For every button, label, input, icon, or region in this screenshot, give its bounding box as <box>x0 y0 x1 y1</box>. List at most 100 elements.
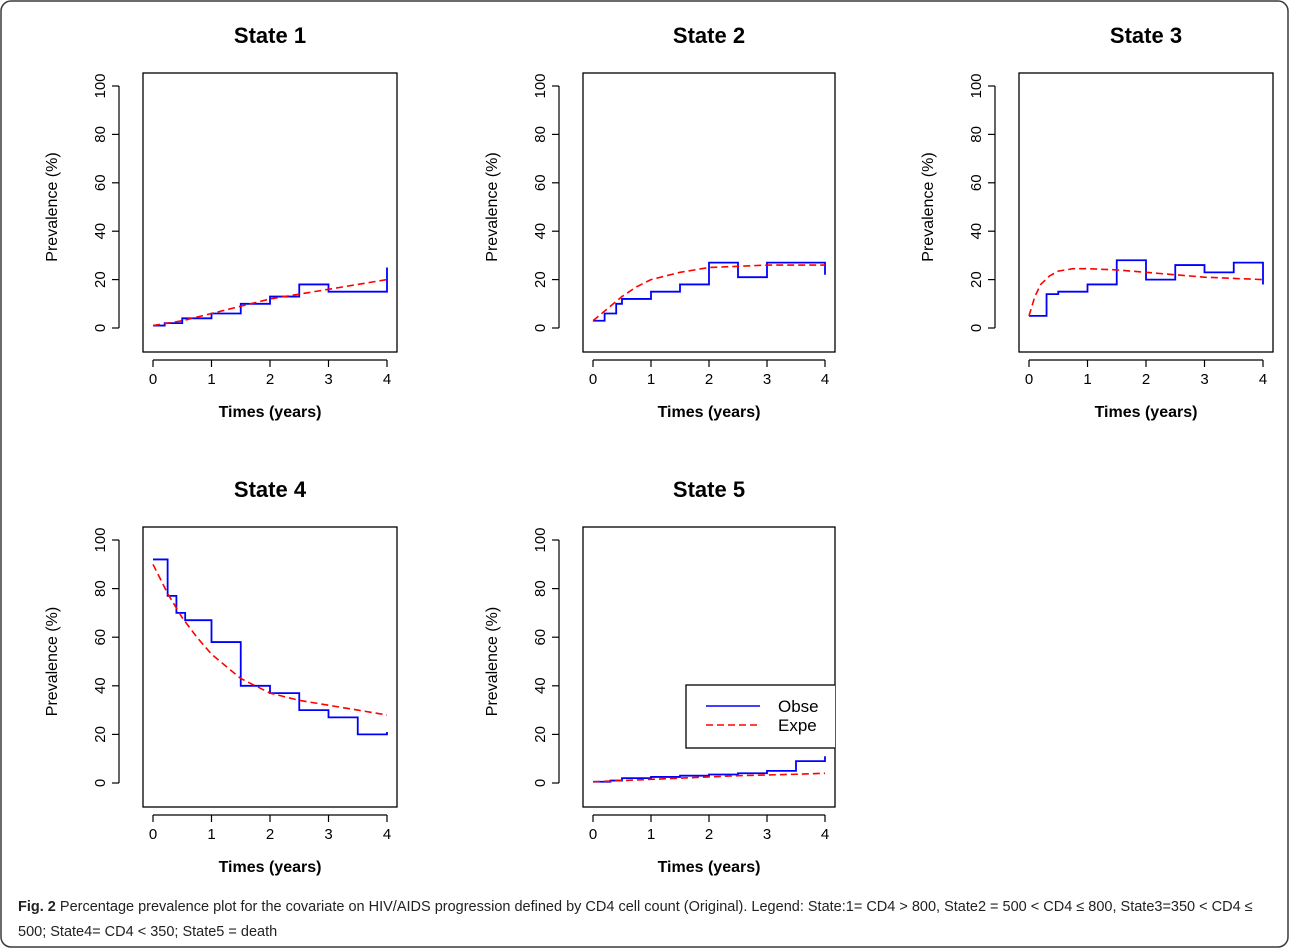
x-tick-label: 0 <box>1025 371 1033 388</box>
plot-frame <box>582 526 836 808</box>
series-group <box>1028 259 1264 317</box>
y-tick-label: 60 <box>92 629 109 646</box>
x-tick-label: 2 <box>705 371 713 388</box>
y-tick-label: 40 <box>92 677 109 694</box>
y-tick-label: 100 <box>532 73 549 98</box>
y-tick-label: 20 <box>532 726 549 743</box>
observed-line <box>153 558 388 736</box>
y-tick-label: 60 <box>968 174 985 191</box>
figure-caption-text: Percentage prevalence plot for the covar… <box>18 899 1253 940</box>
x-tick-label: 3 <box>1200 371 1208 388</box>
chart-panel-1: State 1 0 1 2 3 4 Times (years) 0 20 40 60 80 100 Pre… <box>44 23 398 421</box>
y-axis-label: Prevalence (%) <box>920 152 937 261</box>
x-axis-label: Times (years) <box>219 859 322 876</box>
x-tick-label: 3 <box>324 826 332 843</box>
y-axis-label: Prevalence (%) <box>44 607 61 716</box>
x-tick-label: 3 <box>763 371 771 388</box>
legend-entry-label: Expe <box>778 716 817 735</box>
legend-box <box>685 684 835 749</box>
y-tick-label: 60 <box>532 174 549 191</box>
x-tick-label: 4 <box>821 826 829 843</box>
x-tick-label: 1 <box>207 826 215 843</box>
x-tick-label: 1 <box>1083 371 1091 388</box>
x-tick-label: 4 <box>383 371 391 388</box>
y-tick-label: 100 <box>92 73 109 98</box>
y-axis-label: Prevalence (%) <box>44 152 61 261</box>
y-tick-label: 100 <box>532 527 549 552</box>
y-tick-label: 40 <box>968 223 985 240</box>
series-group <box>592 756 826 783</box>
x-axis-label: Times (years) <box>658 404 761 421</box>
y-tick-label: 80 <box>92 126 109 143</box>
y-tick-label: 80 <box>532 126 549 143</box>
y-tick-label: 40 <box>532 223 549 240</box>
x-tick-label: 1 <box>647 371 655 388</box>
x-tick-label: 3 <box>763 826 771 843</box>
x-tick-label: 2 <box>705 826 713 843</box>
x-tick-label: 0 <box>149 826 157 843</box>
x-tick-label: 0 <box>149 371 157 388</box>
x-tick-label: 2 <box>266 371 274 388</box>
plot-frame <box>582 72 836 353</box>
chart-title: State 4 <box>234 477 307 502</box>
observed-line <box>593 756 826 783</box>
expected-line <box>1028 267 1264 317</box>
observed-line <box>1029 259 1264 317</box>
y-tick-label: 0 <box>968 324 985 332</box>
y-tick-label: 20 <box>532 271 549 288</box>
y-tick-label: 0 <box>92 779 109 787</box>
y-tick-label: 20 <box>968 271 985 288</box>
x-axis-label: Times (years) <box>219 404 322 421</box>
x-tick-label: 1 <box>207 371 215 388</box>
y-tick-label: 100 <box>968 73 985 98</box>
x-axis-label: Times (years) <box>1095 404 1198 421</box>
y-tick-label: 40 <box>532 677 549 694</box>
y-tick-label: 0 <box>92 324 109 332</box>
chart-title: State 1 <box>234 23 306 48</box>
figure-label: Fig. 2 <box>18 899 56 915</box>
y-tick-label: 20 <box>92 271 109 288</box>
chart-panel-3: State 3 0 1 2 3 4 Times (years) 0 20 40 60 80 100 Pre… <box>920 23 1274 421</box>
chart-title: State 3 <box>1110 23 1182 48</box>
y-axis-label: Prevalence (%) <box>484 607 501 716</box>
expected-line <box>592 264 825 322</box>
x-tick-label: 4 <box>821 371 829 388</box>
legend-entry-label: Obse <box>778 697 819 716</box>
y-axis-label: Prevalence (%) <box>484 152 501 261</box>
y-tick-label: 0 <box>532 779 549 787</box>
plot-frame <box>142 72 398 353</box>
chart-panel-2: State 2 0 1 2 3 4 Times (years) 0 20 40 60 80 100 Pre… <box>484 23 836 421</box>
expected-line <box>152 563 388 716</box>
x-tick-label: 1 <box>647 826 655 843</box>
x-tick-label: 3 <box>324 371 332 388</box>
chart-panel-5: State 5 0 1 2 3 4 Times (years) 0 20 40 60 80 100 Pre… <box>484 477 836 876</box>
series-group <box>152 558 388 736</box>
x-tick-label: 2 <box>1142 371 1150 388</box>
expected-line <box>152 278 388 327</box>
x-tick-label: 0 <box>589 826 597 843</box>
x-tick-label: 4 <box>1259 371 1267 388</box>
y-tick-label: 20 <box>92 726 109 743</box>
x-tick-label: 0 <box>589 371 597 388</box>
observed-line <box>153 267 388 327</box>
y-tick-label: 60 <box>92 174 109 191</box>
y-tick-label: 60 <box>532 629 549 646</box>
y-tick-label: 80 <box>92 580 109 597</box>
figure-caption: Fig. 2 Percentage prevalence plot for th… <box>18 895 1280 945</box>
x-tick-label: 4 <box>383 826 391 843</box>
plot-frame <box>1018 72 1274 353</box>
chart-title: State 2 <box>673 23 745 48</box>
series-group <box>152 267 388 327</box>
series-group <box>592 261 826 322</box>
y-tick-label: 0 <box>532 324 549 332</box>
y-tick-label: 40 <box>92 223 109 240</box>
y-tick-label: 80 <box>968 126 985 143</box>
chart-title: State 5 <box>673 477 745 502</box>
expected-line <box>592 772 826 783</box>
plot-frame <box>142 526 398 808</box>
y-tick-label: 80 <box>532 580 549 597</box>
